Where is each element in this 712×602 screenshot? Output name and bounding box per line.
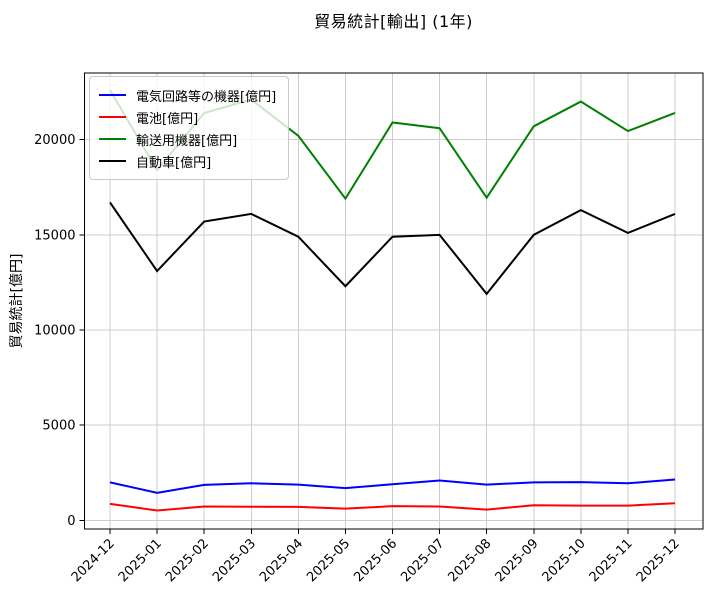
legend-label: 電気回路等の機器[億円] (136, 89, 277, 105)
x-tick-label: 2025-01 (116, 536, 165, 585)
x-tick-label: 2025-04 (257, 536, 306, 585)
x-tick-label: 2025-07 (398, 536, 447, 585)
line-battery (109, 502, 676, 512)
chart-title: 貿易統計[輸出] (1年) (314, 12, 473, 31)
y-tick-label: 20000 (34, 133, 75, 148)
legend-line-swatch-black (99, 160, 126, 162)
y-tick-label: 15000 (34, 228, 75, 243)
y-tick-label: 5000 (42, 419, 75, 434)
legend-line-swatch-green (99, 138, 126, 140)
x-tick-label: 2025-08 (445, 536, 494, 585)
legend-item: 輸送用機器[億円] (99, 128, 276, 150)
x-tick-label: 2025-11 (587, 536, 636, 585)
x-tick-label: 2025-10 (540, 536, 589, 585)
y-tick-label: 0 (67, 514, 75, 529)
legend-line-swatch-blue (99, 94, 126, 96)
x-tick-label: 2025-06 (351, 536, 400, 585)
x-tick-label: 2025-02 (163, 536, 212, 585)
legend: 電気回路等の機器[億円] 電池[億円] 輸送用機器[億円] 自動車[億円] (89, 76, 290, 180)
legend-line-swatch-red (99, 116, 126, 118)
y-tick-label: 10000 (34, 324, 75, 339)
axes-spines (84, 72, 704, 530)
legend-label: 自動車[億円] (136, 155, 212, 171)
legend-item: 電気回路等の機器[億円] (99, 84, 276, 106)
legend-label: 電池[億円] (136, 111, 199, 127)
legend-item: 自動車[億円] (99, 150, 276, 172)
y-axis-label: 貿易統計[億円] (9, 254, 25, 349)
x-tick-label: 2024-12 (69, 536, 118, 585)
line-electric-circuit-machinery (109, 478, 676, 494)
legend-item: 電池[億円] (99, 106, 276, 128)
x-tick-label: 2025-12 (634, 536, 683, 585)
x-tick-label: 2025-09 (493, 536, 542, 585)
x-tick-label: 2025-03 (210, 536, 259, 585)
legend-label: 輸送用機器[億円] (136, 133, 238, 149)
x-tick-label: 2025-05 (304, 536, 353, 585)
line-automobile (109, 201, 676, 296)
